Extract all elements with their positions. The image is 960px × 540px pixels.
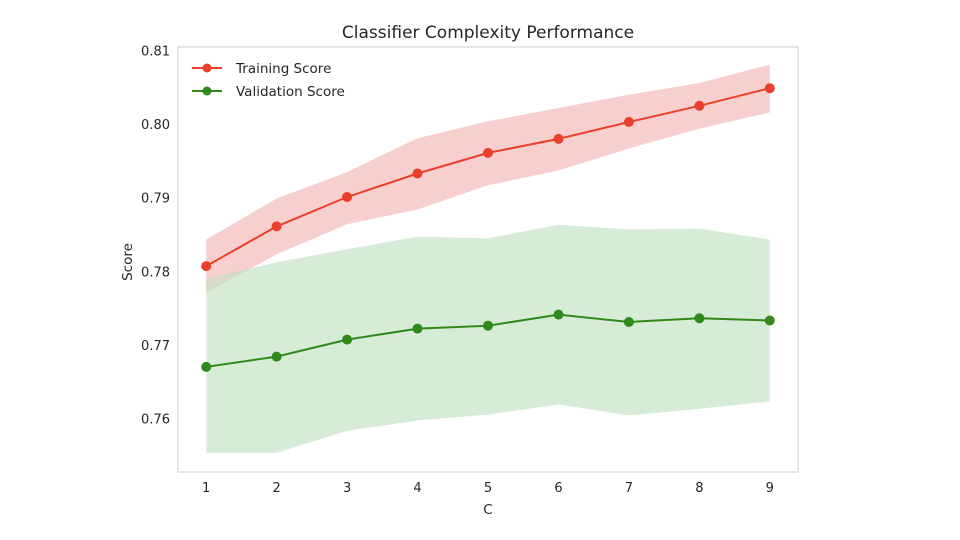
y-tick-label: 0.79 (141, 192, 170, 207)
training-score-point (342, 192, 353, 202)
legend-marker-validation (202, 86, 212, 96)
y-tick-label: 0.80 (141, 118, 170, 133)
plot-area (177, 46, 799, 473)
x-tick-label: 7 (625, 481, 633, 496)
confidence-bands (206, 64, 770, 453)
series-lines (201, 83, 775, 372)
x-tick-label: 5 (484, 481, 492, 496)
validation-score-point (623, 317, 634, 327)
validation-score-point (553, 309, 564, 320)
validation-score-point (342, 334, 353, 345)
legend: Training Score Validation Score (192, 61, 345, 100)
x-tick-label: 2 (272, 481, 280, 496)
training-score-point (483, 147, 493, 158)
y-tick-label: 0.81 (141, 45, 170, 60)
legend-label-validation: Validation Score (236, 84, 345, 100)
x-tick-label: 8 (695, 481, 703, 496)
x-tick-label: 3 (343, 481, 351, 496)
legend-label-training: Training Score (235, 61, 331, 77)
validation-score-point (694, 313, 705, 324)
y-tick-label: 0.76 (141, 412, 170, 427)
y-axis-ticks: 0.76 0.77 0.78 0.79 0.80 0.81 (141, 45, 170, 428)
x-tick-label: 4 (413, 481, 421, 496)
legend-item-validation: Validation Score (192, 84, 345, 100)
chart-title: Classifier Complexity Performance (342, 23, 634, 43)
x-axis-ticks: 1 2 3 4 5 6 7 8 9 (202, 481, 774, 496)
legend-marker-training (202, 63, 212, 73)
training-score-point (694, 100, 705, 111)
training-score-point (764, 83, 775, 94)
training-score-point (271, 221, 282, 232)
training-score-point (201, 261, 212, 272)
y-axis-label: Score (120, 243, 136, 281)
training-score-point (412, 168, 423, 179)
y-tick-label: 0.78 (141, 265, 170, 280)
x-axis-label: C (483, 502, 492, 518)
validation-score-point (271, 351, 282, 362)
legend-item-training: Training Score (192, 61, 331, 77)
x-tick-label: 6 (554, 481, 562, 496)
training-score-point (623, 117, 634, 127)
validation-score-point (412, 323, 423, 334)
validation-score-band (206, 224, 770, 453)
y-tick-label: 0.77 (141, 339, 170, 354)
validation-score-point (764, 315, 775, 326)
x-tick-label: 1 (202, 481, 210, 496)
training-score-point (553, 133, 564, 144)
x-tick-label: 9 (766, 481, 774, 496)
validation-score-point (201, 361, 212, 372)
validation-score-point (483, 320, 493, 331)
